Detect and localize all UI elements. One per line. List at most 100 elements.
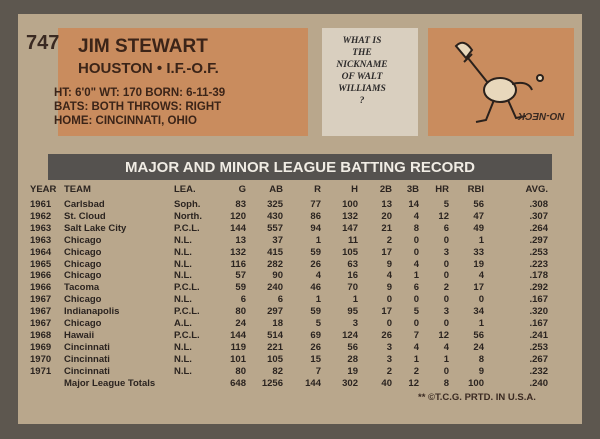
table-cell: 105 [267,353,283,365]
table-cell: 325 [267,199,283,210]
table-cell: 0 [443,258,449,270]
table-cell: 1962 [30,210,52,222]
table-cell: 26 [310,258,321,270]
table-cell: 4 [413,258,419,270]
table-cell: Tacoma [64,282,100,294]
table-cell: Chicago [64,270,102,282]
totals-cell: 1256 [261,377,283,389]
table-cell: .253 [529,341,549,353]
table-cell: 24 [473,341,484,353]
table-cell: N.L. [174,246,192,258]
table-cell: .232 [529,365,549,377]
table-cell: 240 [267,282,283,294]
table-cell: 83 [235,199,246,210]
table-cell: 19 [473,258,484,270]
table-cell: A.L. [174,318,192,329]
table-cell: 0 [443,294,449,306]
table-cell: 1966 [30,270,52,282]
vitals: BATS: BOTH THROWS: RIGHT [54,101,222,113]
table-cell: 147 [342,222,358,234]
table-cell: 415 [267,246,283,258]
column-header: 3B [406,184,419,195]
table-cell: 0 [413,234,419,246]
table-cell: Soph. [174,199,201,210]
table-cell: 56 [347,341,358,353]
table-cell: 101 [230,353,246,365]
quiz: WHAT IS [342,36,382,46]
table-cell: 0 [413,294,419,306]
quiz-box [322,28,418,136]
table-cell: 1967 [30,318,52,329]
table-cell: 120 [230,210,246,222]
table-cell: 1 [413,270,419,282]
bio-box [58,28,308,136]
table-cell: 1961 [30,199,52,210]
table-cell: 9 [386,258,392,270]
table-cell: 6 [413,282,419,294]
table-cell: 19 [347,365,358,377]
table-cell: 2 [413,365,419,377]
table-cell: .292 [529,282,549,294]
table-cell: Carlsbad [64,199,105,210]
table-cell: 0 [443,365,449,377]
table-cell: Hawaii [64,329,95,341]
table-cell: .297 [529,234,549,246]
table-cell: P.C.L. [174,329,200,341]
totals-cell: .240 [529,377,549,389]
table-cell: .223 [529,258,549,270]
table-cell: .307 [529,210,549,222]
table-cell: 0 [443,270,449,282]
table-cell: 1966 [30,282,52,294]
table-cell: 3 [443,246,449,258]
table-cell: 0 [413,318,419,329]
table-cell: 18 [272,318,283,329]
table-cell: 13 [235,234,246,246]
table-cell: 144 [230,329,246,341]
vitals: HT: 6'0" WT: 170 BORN: 6-11-39 [54,87,226,99]
totals-label: Major League Totals [64,377,156,389]
table-cell: 4 [315,270,321,282]
table-cell: 6 [240,294,246,306]
quiz-answer: NO-NECK [518,110,565,121]
table-cell: 4 [413,210,419,222]
table-cell: .241 [529,329,549,341]
card: 747 JIM STEWART HOUSTON • I.F.-O.F. HT: … [18,14,582,424]
totals-cell: 8 [443,377,449,389]
table-cell: 56 [473,329,484,341]
table-cell: 17 [381,246,392,258]
table-cell: Salt Lake City [64,222,127,234]
table-cell: 16 [347,270,358,282]
table-cell: 56 [473,199,484,210]
table-cell: 1 [413,353,419,365]
table-cell: 116 [230,258,246,270]
table-cell: 132 [230,246,246,258]
table-cell: 26 [310,341,321,353]
table-cell: 1967 [30,306,52,318]
table-cell: 0 [478,294,484,306]
table-cell: St. Cloud [64,210,106,222]
table-cell: P.C.L. [174,306,200,318]
table-cell: .167 [529,294,549,306]
table-cell: 24 [235,318,246,329]
table-cell: .320 [529,306,549,318]
table-cell: 77 [310,199,321,210]
table-cell: .253 [529,246,549,258]
table-cell: 80 [235,365,246,377]
table-cell: 11 [347,234,358,246]
table-cell: 59 [235,282,246,294]
table-cell: 86 [310,210,321,222]
table-cell: 3 [386,341,392,353]
table-cell: 6 [443,222,449,234]
table-cell: 1964 [30,246,52,258]
table-cell: P.C.L. [174,222,200,234]
table-cell: 1963 [30,234,52,246]
table-cell: 46 [310,282,321,294]
table-cell: 12 [438,210,449,222]
table-cell: 2 [386,365,392,377]
vitals: HOME: CINCINNATI, OHIO [54,115,197,127]
table-cell: 7 [413,329,419,341]
table-cell: 1971 [30,365,52,377]
table-cell: 14 [408,199,419,210]
table-cell: Cincinnati [64,341,110,353]
table-cell: 8 [478,353,484,365]
